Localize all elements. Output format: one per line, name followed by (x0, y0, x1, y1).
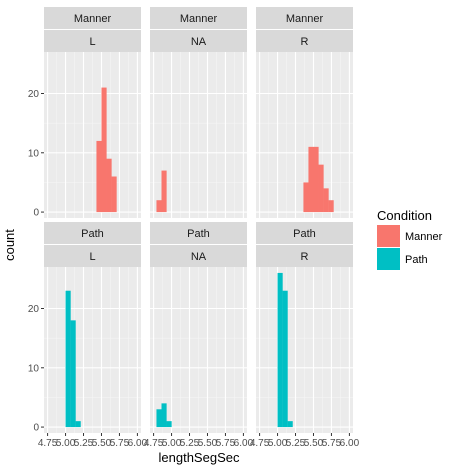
histogram-bar (287, 421, 293, 428)
facet-panel-path-na: Path NA 4.755.005.255.505.756.00 (144, 222, 254, 449)
facet-strip-label: Path (293, 228, 316, 240)
x-tick-label: 5.50 (198, 438, 218, 449)
histogram-bar (111, 176, 117, 213)
x-tick-label: 5.75 (322, 438, 342, 449)
legend-title: Condition (377, 208, 432, 223)
x-tick-label: 5.50 (304, 438, 324, 449)
legend: Condition Manner Path (377, 208, 443, 270)
histogram-bar (75, 421, 81, 428)
histogram-bar (106, 158, 112, 213)
x-tick-label: 6.00 (128, 438, 148, 449)
facet-strip-top (44, 7, 141, 29)
histogram-bar (65, 290, 71, 428)
facet-strip-sub (44, 30, 141, 52)
y-tick-label: 10 (28, 148, 40, 159)
facet-strip-sub (150, 30, 247, 52)
x-tick-label: 4.75 (144, 438, 164, 449)
x-tick-label: 6.00 (234, 438, 254, 449)
facet-panel-path-r: Path R 4.755.005.255.505.756.00 (250, 222, 360, 449)
histogram-bar (323, 188, 329, 213)
histogram-bar (277, 272, 283, 428)
x-tick-label: 5.50 (92, 438, 112, 449)
histogram-bar (166, 421, 172, 428)
facet-strip-label: L (89, 36, 95, 48)
facet-strip-sub (150, 245, 247, 267)
x-tick-label: 5.25 (180, 438, 200, 449)
legend-key-manner (377, 225, 400, 247)
legend-label-path: Path (405, 254, 428, 266)
x-tick-label: 5.75 (216, 438, 236, 449)
histogram-bar (156, 409, 162, 428)
x-tick-label: 5.75 (110, 438, 130, 449)
facet-strip-label: Path (187, 228, 210, 240)
histogram-bar (308, 146, 314, 213)
x-tick-label: 4.75 (250, 438, 270, 449)
x-tick-label: 5.00 (162, 438, 182, 449)
x-tick-label: 4.75 (38, 438, 58, 449)
facet-panel-manner-na: Manner NA (150, 7, 247, 218)
x-axis-title: lengthSegSec (159, 450, 240, 465)
y-tick-label: 20 (28, 304, 40, 315)
x-tick-label: 6.00 (340, 438, 360, 449)
facet-panel-manner-r: Manner R (256, 7, 353, 218)
histogram-bar (161, 403, 167, 428)
facet-strip-top (44, 222, 141, 244)
facet-strip-top (150, 222, 247, 244)
histogram-bar (70, 320, 76, 428)
facet-strip-label: NA (191, 36, 207, 48)
histogram-bar (313, 146, 319, 213)
x-tick-label: 5.25 (74, 438, 94, 449)
x-tick-label: 5.25 (286, 438, 306, 449)
histogram-bar (161, 170, 167, 213)
facet-strip-label: NA (191, 251, 207, 263)
histogram-bar (282, 290, 288, 428)
facet-strip-label: Path (81, 228, 104, 240)
facet-strip-sub (256, 245, 353, 267)
y-tick-label: 0 (33, 208, 39, 219)
facet-strip-label: L (89, 251, 95, 263)
facet-strip-top (256, 222, 353, 244)
y-tick-label: 0 (33, 423, 39, 434)
x-tick-label: 5.00 (56, 438, 76, 449)
histogram-bar (96, 140, 102, 213)
x-tick-label: 5.00 (268, 438, 288, 449)
facet-strip-sub (44, 245, 141, 267)
legend-label-manner: Manner (405, 231, 443, 243)
panels-layer: MannerL01020MannerNAMannerRPathL4.755.00… (28, 7, 360, 449)
facet-strip-top (256, 7, 353, 29)
legend-key-path (377, 248, 400, 270)
histogram-bar (328, 200, 334, 213)
histogram-bar (101, 87, 107, 213)
histogram-bar (318, 164, 324, 213)
facet-strip-label: R (301, 36, 309, 48)
facet-strip-label: Manner (286, 13, 324, 25)
facet-strip-sub (256, 30, 353, 52)
y-tick-label: 10 (28, 363, 40, 374)
facet-panel-manner-l: Manner L 0 10 20 (28, 7, 141, 219)
facet-strip-label: R (301, 251, 309, 263)
y-tick-label: 20 (28, 89, 40, 100)
histogram-bar (156, 200, 162, 213)
y-axis-title: count (2, 229, 17, 261)
facet-strip-top (150, 7, 247, 29)
histogram-bar (303, 182, 309, 213)
facet-strip-label: Manner (180, 13, 218, 25)
facet-panel-path-l: Path L 4.755.005.255.505.756.00 0 10 20 (28, 222, 148, 449)
facet-strip-label: Manner (74, 13, 112, 25)
